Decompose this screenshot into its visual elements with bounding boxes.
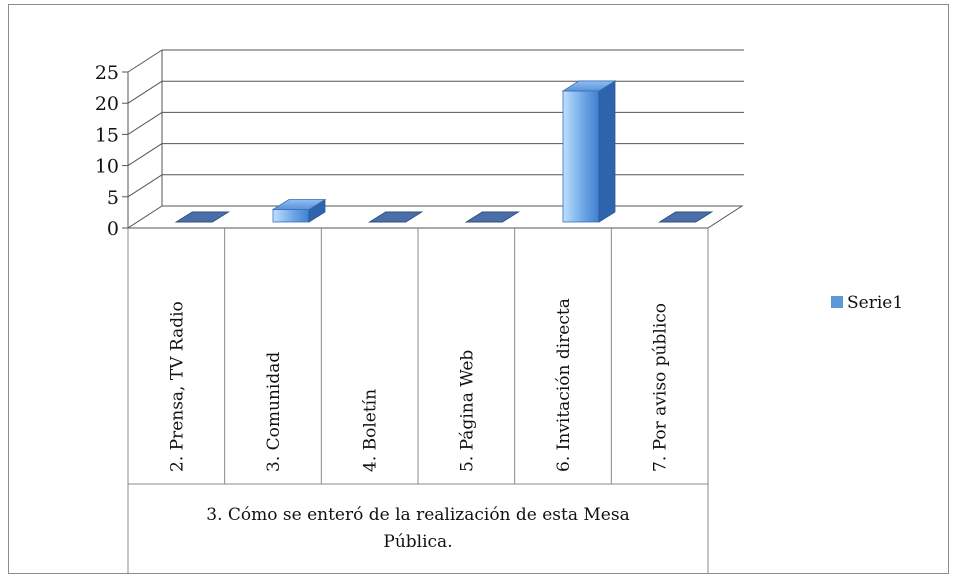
bar-zero-face	[464, 211, 521, 223]
bar-top	[271, 199, 327, 210]
category-label: 5. Página Web	[457, 350, 477, 472]
bar-zero-face	[657, 211, 714, 223]
gridline-side	[127, 49, 163, 73]
group-label-line: 3. Cómo se enteró de la realización de e…	[206, 505, 629, 525]
bar-zero-face	[174, 211, 231, 223]
bar-front	[272, 209, 310, 223]
category-label: 2. Prensa, TV Radio	[167, 301, 187, 472]
bar	[561, 80, 617, 223]
category-label: 4. Boletín	[361, 389, 381, 472]
bar-zero-face	[367, 211, 424, 223]
y-tick-label: 15	[95, 124, 119, 146]
y-tick-label: 10	[95, 156, 119, 178]
bar	[657, 211, 714, 223]
y-tick-label: 0	[107, 218, 119, 240]
category-label: 3. Comunidad	[264, 352, 284, 472]
chart-frame	[8, 4, 949, 574]
category-label: 6. Invitación directa	[554, 298, 574, 472]
bar	[464, 211, 521, 223]
gridline-side	[127, 174, 163, 198]
gridline-side	[127, 80, 163, 104]
legend-swatch	[831, 296, 843, 308]
group-label-line: Pública.	[383, 532, 452, 552]
category-label: 7. Por aviso público	[651, 303, 671, 472]
bar-top	[561, 80, 617, 92]
legend-label: Serie1	[847, 293, 903, 313]
y-tick-label: 5	[107, 187, 119, 209]
gridline-side	[127, 143, 163, 167]
bar	[174, 211, 231, 223]
y-tick-label: 25	[95, 62, 119, 84]
bar	[367, 211, 424, 223]
bar-side	[598, 80, 616, 223]
bar-front	[562, 90, 600, 223]
y-tick-label: 20	[95, 93, 119, 115]
gridline-side	[127, 111, 163, 135]
bar	[271, 198, 327, 223]
